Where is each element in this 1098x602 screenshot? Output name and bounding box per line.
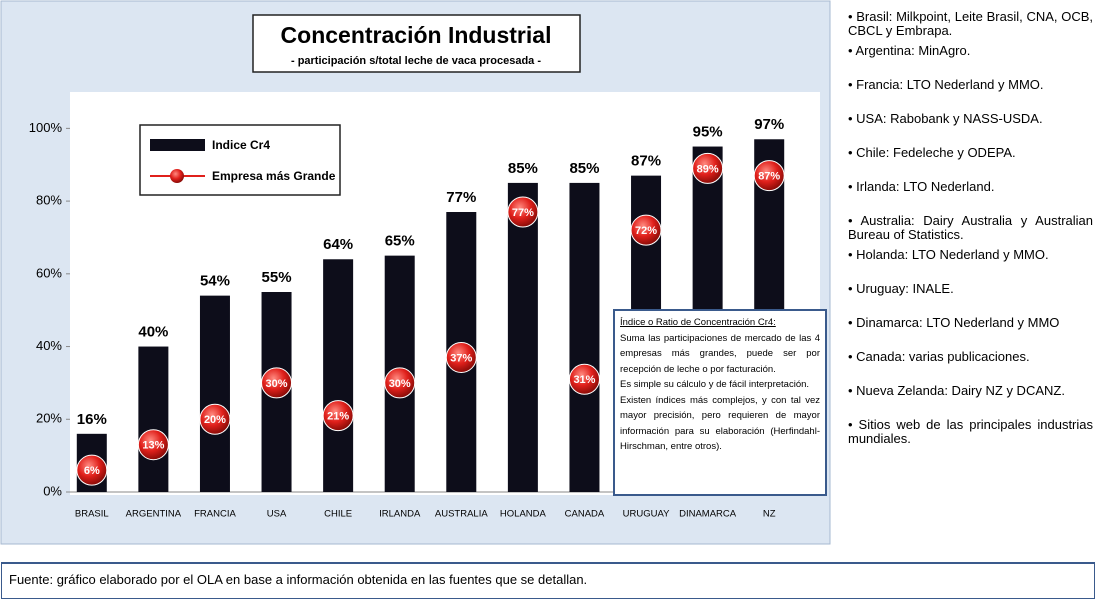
bar-label: 77% [446, 189, 476, 206]
source-item: • Canada: varias publicaciones. [848, 349, 1030, 364]
marker [630, 214, 662, 246]
x-tick-label: IRLANDA [379, 509, 421, 520]
source-item: • USA: Rabobank y NASS-USDA. [848, 111, 1043, 126]
x-tick-label: BRASIL [75, 509, 109, 520]
x-tick-label: AUSTRALIA [435, 509, 488, 520]
note-box: Índice o Ratio de Concentración Cr4: Sum… [613, 309, 827, 496]
source-item: • Nueva Zelanda: Dairy NZ y DCANZ. [848, 383, 1065, 398]
legend-marker [170, 169, 184, 183]
marker [568, 363, 600, 395]
chart-title: Concentración Industrial [281, 22, 552, 48]
marker-label: 37% [450, 352, 472, 364]
marker [137, 429, 169, 461]
marker-label: 31% [573, 374, 595, 386]
source-item: • Sitios web de las principales industri… [848, 417, 1093, 446]
chart-subtitle: - participación s/total leche de vaca pr… [291, 55, 541, 67]
y-tick-label: 60% [36, 265, 62, 280]
sources-list: • Brasil: Milkpoint, Leite Brasil, CNA, … [848, 10, 1093, 452]
y-tick-label: 20% [36, 411, 62, 426]
note-paragraph: Suma las participaciones de mercado de l… [620, 332, 820, 375]
marker-label: 77% [512, 207, 534, 219]
bar-label: 97% [754, 116, 784, 133]
marker [76, 454, 108, 486]
y-tick-label: 0% [43, 483, 62, 498]
legend-label: Empresa más Grande [212, 169, 336, 183]
bar-label: 87% [631, 153, 661, 170]
bar-label: 54% [200, 273, 230, 290]
note-paragraph: Es simple su cálculo y de fácil interpre… [620, 379, 810, 390]
note-paragraph: Existen índices más complejos, y con tal… [620, 394, 820, 453]
marker-label: 87% [758, 171, 780, 183]
legend-label: Indice Cr4 [212, 138, 270, 152]
bar-label: 55% [262, 269, 292, 286]
marker [507, 196, 539, 228]
y-tick-label: 100% [29, 120, 63, 135]
bar-label: 64% [323, 236, 353, 253]
x-tick-label: NZ [763, 509, 776, 520]
marker-label: 72% [635, 225, 657, 237]
source-item: • Dinamarca: LTO Nederland y MMO [848, 315, 1060, 330]
source-item: • Brasil: Milkpoint, Leite Brasil, CNA, … [848, 9, 1093, 38]
source-item: • Uruguay: INALE. [848, 281, 954, 296]
x-tick-label: CHILE [324, 509, 352, 520]
chart: Concentración Industrial - participación… [0, 0, 831, 545]
bar-label: 65% [385, 233, 415, 250]
marker-label: 13% [142, 440, 164, 452]
bar [507, 182, 538, 492]
marker [753, 160, 785, 192]
source-item: • Francia: LTO Nederland y MMO. [848, 77, 1044, 92]
x-tick-label: HOLANDA [500, 509, 547, 520]
marker [384, 367, 416, 399]
source-item: • Holanda: LTO Nederland y MMO. [848, 247, 1049, 262]
source-item: • Australia: Dairy Australia y Australia… [848, 213, 1093, 242]
x-tick-label: URUGUAY [623, 509, 670, 520]
x-tick-label: ARGENTINA [126, 509, 182, 520]
bar-label: 40% [138, 324, 168, 341]
legend-box [139, 124, 341, 196]
source-item: • Irlanda: LTO Nederland. [848, 179, 995, 194]
marker-label: 20% [204, 414, 226, 426]
marker [692, 152, 724, 184]
source-item: • Chile: Fedeleche y ODEPA. [848, 145, 1016, 160]
x-tick-label: CANADA [565, 509, 605, 520]
marker [322, 400, 354, 432]
bar [199, 295, 230, 492]
bar-label: 85% [569, 160, 599, 177]
x-tick-label: USA [267, 509, 287, 520]
bar [323, 259, 354, 492]
x-tick-label: DINAMARCA [679, 509, 737, 520]
marker [261, 367, 293, 399]
legend-swatch [150, 139, 205, 151]
bar [569, 182, 600, 492]
marker [445, 341, 477, 373]
title-box [252, 14, 581, 73]
bar-label: 16% [77, 411, 107, 428]
y-tick-label: 40% [36, 338, 62, 353]
marker-label: 30% [266, 378, 288, 390]
note-title: Índice o Ratio de Concentración Cr4: [620, 317, 776, 328]
x-tick-label: FRANCIA [194, 509, 236, 520]
source-item: • Argentina: MinAgro. [848, 43, 971, 58]
marker-label: 89% [697, 163, 719, 175]
marker-label: 21% [327, 411, 349, 423]
y-tick-label: 80% [36, 193, 62, 208]
bar-label: 85% [508, 160, 538, 177]
marker [199, 403, 231, 435]
footer: Fuente: gráfico elaborado por el OLA en … [1, 562, 1095, 599]
marker-label: 6% [84, 465, 100, 477]
marker-label: 30% [389, 378, 411, 390]
bar [138, 346, 169, 492]
bar-label: 95% [693, 124, 723, 141]
